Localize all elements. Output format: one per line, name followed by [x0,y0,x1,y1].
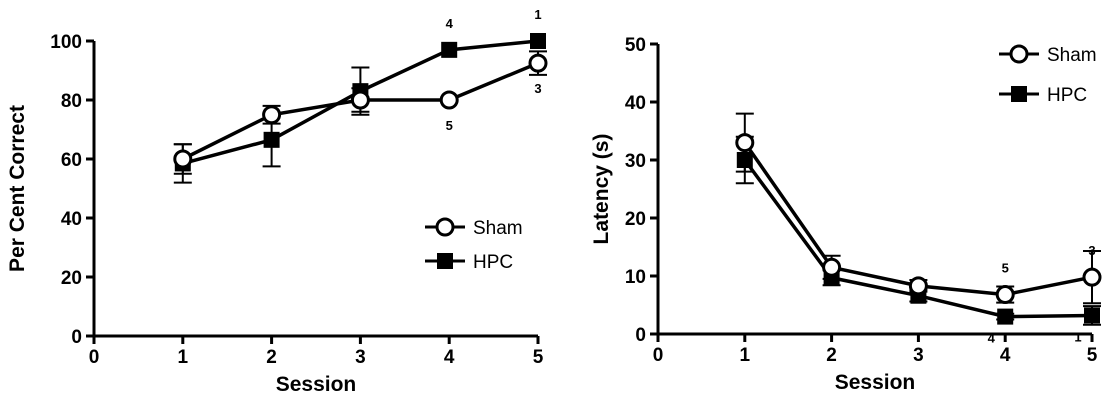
y-tick-label: 30 [625,151,646,172]
data-point [350,90,370,110]
n-annotation: 3 [534,81,541,96]
data-point [528,53,548,73]
data-point [530,33,546,49]
n-annotation: 1 [1074,329,1081,344]
n-annotation: 4 [446,16,454,31]
legend: Sham HPC [999,44,1097,106]
y-axis-title: Latency (s) [590,134,613,245]
y-tick-label: 20 [625,209,646,230]
x-tick-label: 1 [740,345,751,366]
data-point [1082,267,1102,287]
legend-label: Sham [473,218,523,239]
markers-hpc [736,152,1100,325]
markers-sham [735,133,1102,305]
x-axis-title: Session [835,371,916,394]
x-tick-label: 0 [89,347,100,368]
x-axis-title: Session [276,373,357,396]
markers-sham [173,53,548,169]
chart-panel-2: 0 10 20 30 40 50 0 1 2 3 4 5 Session Latency (s) 5 3 4 1 S… [590,35,1102,394]
data-point [822,257,842,277]
y-axis-title: Per Cent Correct [6,105,29,272]
y-tick-label: 40 [61,209,82,230]
y-tick-label: 60 [61,150,82,171]
y-tick-label: 100 [50,32,82,53]
legend-label: Sham [1047,45,1097,66]
data-point [997,308,1014,325]
data-point [439,90,459,110]
n-annotation: 5 [446,118,453,133]
data-point [995,285,1015,305]
y-tick-label: 80 [61,91,82,112]
n-annotation: 5 [1002,261,1009,276]
x-tick-label: 4 [444,347,455,368]
n-annotation: 3 [1088,243,1095,258]
data-point [437,253,453,269]
legend-label: HPC [1047,85,1087,106]
y-tick-label: 10 [625,267,646,288]
legend: Sham HPC [425,217,523,273]
data-point [1009,44,1029,64]
y-tick-label: 20 [61,268,82,289]
data-point [435,217,455,237]
data-point [908,276,928,296]
y-tick-label: 0 [635,325,646,346]
x-tick-label: 3 [913,345,924,366]
legend-label: HPC [473,252,513,273]
y-tick-label: 50 [625,35,646,56]
n-annotation: 4 [988,331,996,346]
chart-panel-1: 0 20 40 60 80 100 0 1 2 3 4 5 Session Per Cent Correc… [6,7,548,396]
data-point [1084,307,1100,324]
data-point [262,105,282,125]
x-tick-label: 5 [1087,345,1098,366]
x-tick-label: 5 [533,347,544,368]
x-tick-label: 1 [178,347,189,368]
data-point [735,133,755,153]
x-tick-label: 2 [266,347,277,368]
series-line [743,141,1093,297]
y-tick-label: 0 [71,327,82,348]
data-point [173,149,193,169]
data-point [263,131,280,148]
series-sham [735,112,1101,305]
n-annotation: 1 [534,7,541,22]
y-tick-label: 40 [625,93,646,114]
x-tick-label: 0 [653,345,664,366]
x-tick-label: 3 [355,347,366,368]
x-tick-label: 4 [1000,345,1011,366]
data-point [736,152,753,168]
data-point [441,41,458,58]
x-tick-label: 2 [826,345,837,366]
data-point [1011,86,1027,102]
